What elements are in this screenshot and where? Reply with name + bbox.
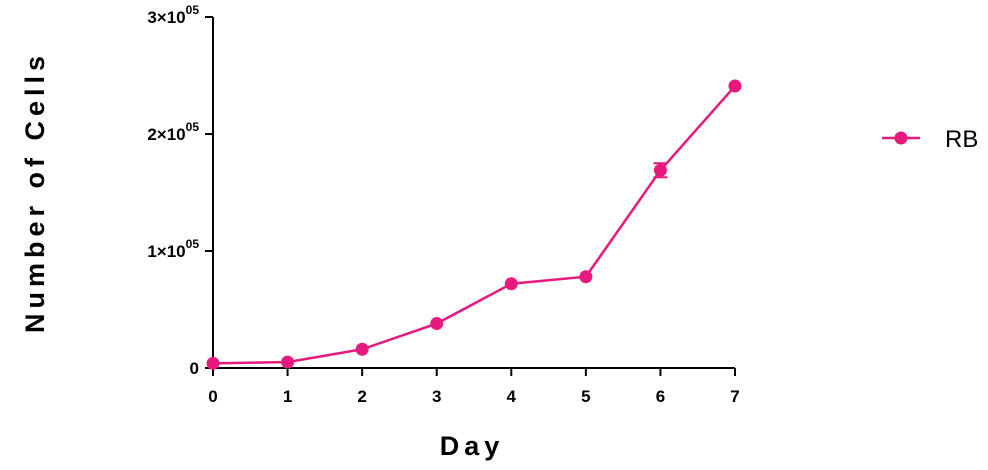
data-point — [653, 163, 667, 177]
data-point — [504, 277, 518, 291]
x-axis-title: Day — [440, 431, 505, 461]
y-tick-label: 2×1005 — [147, 120, 199, 144]
data-point — [430, 317, 444, 331]
x-tick-label: 7 — [730, 387, 739, 406]
data-point — [281, 355, 295, 369]
x-tick-label: 3 — [432, 387, 441, 406]
data-point — [728, 79, 742, 93]
series-layer — [206, 79, 742, 370]
x-tick-label: 4 — [507, 387, 517, 406]
y-tick-label: 3×1005 — [147, 3, 199, 27]
legend: RB — [882, 126, 978, 153]
x-tick-label: 0 — [208, 387, 217, 406]
x-axis-ticks: 0 1 2 3 4 5 6 7 — [208, 368, 740, 406]
axes: 0 1×1005 2×1005 3×1005 0 1 2 3 4 5 6 7 — [147, 3, 739, 406]
x-tick-label: 1 — [283, 387, 292, 406]
y-tick-label: 1×1005 — [147, 237, 199, 261]
y-tick-label: 0 — [190, 359, 199, 378]
data-point — [579, 270, 593, 284]
x-tick-label: 5 — [581, 387, 590, 406]
data-point — [355, 342, 369, 356]
series-line-rb — [212, 85, 736, 365]
legend-label: RB — [945, 126, 978, 153]
x-tick-label: 6 — [656, 387, 665, 406]
y-axis-ticks: 0 1×1005 2×1005 3×1005 — [147, 3, 213, 378]
data-point — [206, 356, 220, 370]
x-tick-label: 2 — [357, 387, 366, 406]
legend-marker — [894, 131, 908, 145]
y-axis-title: Number of Cells — [20, 51, 50, 333]
